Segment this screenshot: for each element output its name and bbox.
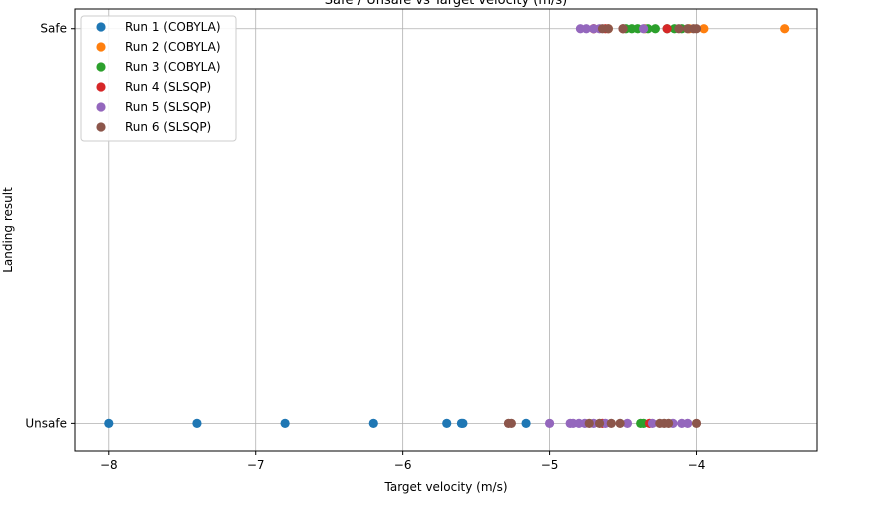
data-point [699, 24, 709, 34]
series-6 [503, 24, 702, 428]
data-point [581, 24, 591, 34]
data-point [691, 418, 702, 428]
data-point [368, 418, 378, 428]
x-axis-label: Target velocity (m/s) [384, 480, 508, 494]
y-axis-label: Landing result [1, 187, 15, 273]
x-tick-label: −6 [394, 458, 412, 472]
data-point [650, 24, 660, 34]
legend-marker [96, 82, 106, 92]
legend-marker [96, 22, 106, 32]
legend-label: Run 3 (COBYLA) [125, 60, 221, 74]
data-point [458, 418, 468, 428]
legend-marker [96, 102, 106, 112]
data-points [104, 24, 790, 428]
legend-box [80, 15, 237, 142]
data-point [662, 24, 672, 34]
data-point [442, 418, 452, 428]
legend-label: Run 4 (SLSQP) [125, 80, 211, 94]
legend-item: Run 6 (SLSQP) [96, 120, 211, 134]
y-tick-label: Unsafe [25, 416, 67, 430]
data-point [584, 418, 594, 428]
series-1 [104, 418, 531, 428]
data-point [280, 418, 290, 428]
data-point [192, 418, 202, 428]
y-tick-label: Safe [40, 22, 67, 36]
data-point [691, 24, 702, 34]
data-point [674, 24, 684, 34]
x-tick-label: −5 [541, 458, 559, 472]
data-point [506, 418, 516, 428]
data-point [664, 418, 674, 428]
legend-label: Run 2 (COBYLA) [125, 40, 221, 54]
legend-label: Run 6 (SLSQP) [125, 120, 211, 134]
data-point [615, 418, 625, 428]
legend: Run 1 (COBYLA) Run 2 (COBYLA) Run 3 (COBYL… [80, 15, 237, 142]
legend-marker [96, 62, 106, 72]
axis-ticks: −8 −7 −6 −5 −4 Unsafe Safe [25, 22, 705, 472]
legend-label: Run 1 (COBYLA) [125, 20, 221, 34]
data-point [594, 418, 605, 428]
chart-title: Safe / Unsafe vs Target velocity (m/s) [325, 0, 568, 8]
legend-item: Run 2 (COBYLA) [96, 40, 221, 54]
data-point [618, 24, 628, 34]
data-point [683, 418, 693, 428]
data-point [606, 418, 616, 428]
legend-item: Run 4 (SLSQP) [96, 80, 211, 94]
legend-marker [96, 122, 106, 132]
data-point [622, 418, 633, 428]
plot-area [74, 8, 818, 452]
legend-label: Run 5 (SLSQP) [125, 100, 211, 114]
legend-item: Run 5 (SLSQP) [96, 100, 211, 114]
data-point [647, 418, 658, 428]
legend-marker [96, 42, 106, 52]
data-point [521, 418, 531, 428]
x-tick-label: −7 [247, 458, 265, 472]
x-tick-label: −4 [688, 458, 706, 472]
data-point [780, 24, 790, 34]
data-point [104, 418, 114, 428]
data-point [603, 24, 613, 34]
data-point [639, 24, 649, 34]
x-tick-label: −8 [100, 458, 118, 472]
legend-item: Run 1 (COBYLA) [96, 20, 221, 34]
legend-item: Run 3 (COBYLA) [96, 60, 221, 74]
data-point [544, 418, 555, 428]
